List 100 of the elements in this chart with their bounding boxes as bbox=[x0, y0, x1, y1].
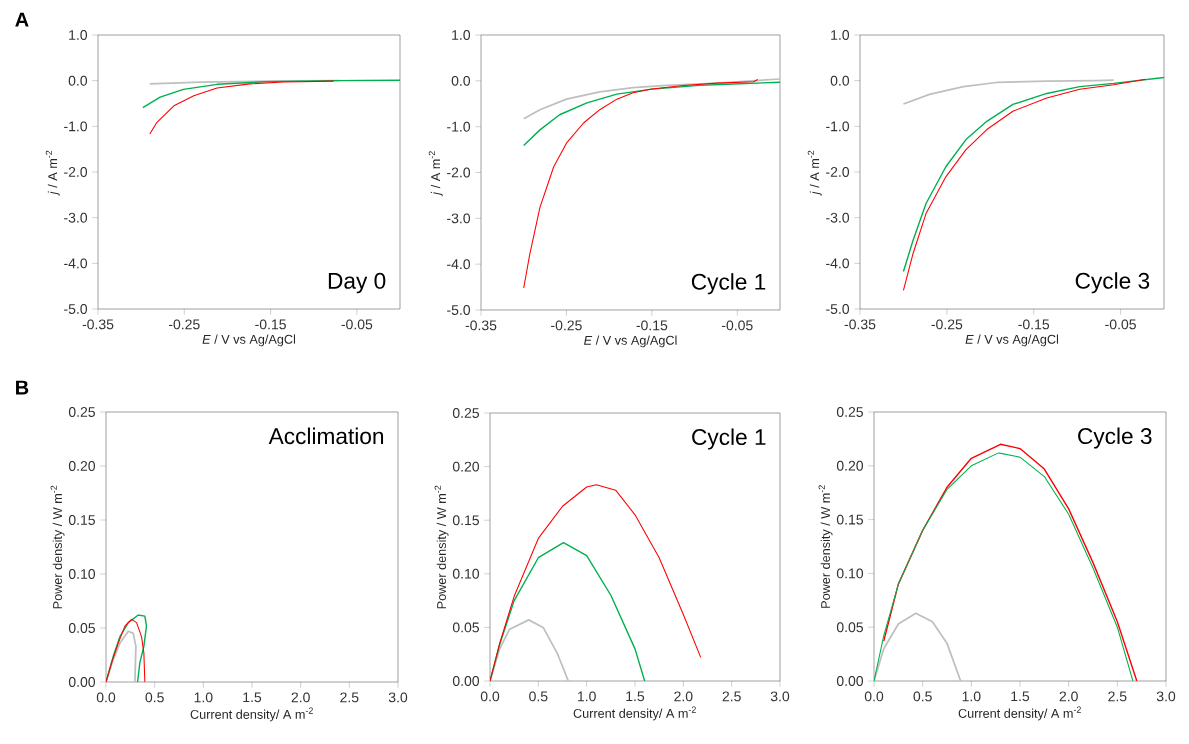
y-tick-label: 0.0 bbox=[68, 75, 88, 86]
line-series bbox=[523, 81, 780, 147]
line-series bbox=[874, 612, 962, 681]
line-series bbox=[490, 484, 702, 681]
y-tick-label: -3.0 bbox=[826, 212, 850, 223]
line-series bbox=[490, 619, 570, 681]
line-series bbox=[149, 80, 335, 135]
line-series bbox=[902, 79, 1115, 105]
x-axis-title: Current density/ A m$^{-2}$ bbox=[958, 706, 1081, 721]
y-tick-label: 0.10 bbox=[836, 568, 864, 579]
text: Cycle 3 bbox=[1078, 427, 1152, 449]
x-tick-label: 1.5 bbox=[1011, 691, 1030, 702]
y-tick-label: -1.0 bbox=[64, 121, 88, 132]
y-tick-label: 0.00 bbox=[836, 676, 864, 686]
x-axis-title: E / V vs Ag/AgCl bbox=[965, 334, 1059, 347]
y-tick-label: 0.05 bbox=[836, 622, 864, 633]
x-tick-label: 2.5 bbox=[340, 692, 359, 703]
y-tick-label: -3.0 bbox=[64, 212, 88, 223]
x-tick-label: 2.0 bbox=[291, 692, 310, 703]
text: Cycle 1 bbox=[691, 273, 766, 295]
y-tick-label: -2.0 bbox=[826, 167, 850, 177]
x-tick-label: -0.15 bbox=[636, 320, 668, 331]
y-tick-label: 1.0 bbox=[831, 30, 850, 40]
y-tick-label: -5.0 bbox=[447, 305, 471, 315]
y-tick-label: 0.00 bbox=[68, 677, 96, 687]
y-tick-label: -2.0 bbox=[447, 167, 471, 178]
x-tick-label: -0.35 bbox=[82, 319, 114, 330]
x-tick-label: -0.15 bbox=[1018, 319, 1050, 330]
x-tick-label: 2.0 bbox=[674, 691, 693, 702]
x-tick-label: 0.5 bbox=[529, 691, 548, 702]
line-series bbox=[522, 78, 780, 120]
y-tick-label: 1.0 bbox=[452, 30, 471, 40]
x-tick-label: -0.25 bbox=[931, 319, 963, 330]
text: Day 0 bbox=[328, 272, 386, 294]
y-tick-label: -1.0 bbox=[826, 121, 850, 132]
y-tick-label: -5.0 bbox=[64, 304, 88, 314]
x-tick-label: -0.05 bbox=[341, 319, 373, 330]
y-tick-label: -4.0 bbox=[447, 259, 471, 270]
y-tick-label: -4.0 bbox=[64, 258, 88, 269]
y-tick-label: 0.05 bbox=[68, 623, 96, 633]
y-tick-label: -2.0 bbox=[64, 167, 88, 177]
text: Cycle 3 bbox=[1075, 272, 1150, 294]
x-tick-label: 1.0 bbox=[578, 691, 596, 702]
y-axis-title: j / A m$^{-2}$ bbox=[428, 151, 443, 197]
y-axis-title: Power density / W m$^{-2}$ bbox=[818, 485, 833, 608]
y-tick-label: -5.0 bbox=[826, 304, 850, 314]
x-tick-label: -0.05 bbox=[721, 320, 753, 331]
line-series bbox=[902, 76, 1165, 273]
x-tick-label: 0.0 bbox=[480, 691, 500, 702]
y-tick-label: 0.15 bbox=[452, 515, 480, 526]
y-axis-title: Power density / W m$^{-2}$ bbox=[434, 485, 449, 609]
y-tick-label: 0.25 bbox=[452, 408, 480, 418]
y-axis-title: Power density / W m$^{-2}$ bbox=[50, 485, 65, 609]
y-tick-label: 0.15 bbox=[68, 515, 96, 525]
x-tick-label: 3.0 bbox=[770, 691, 790, 702]
x-tick-label: 1.0 bbox=[962, 691, 981, 702]
y-tick-label: 0.0 bbox=[451, 75, 471, 86]
line-series bbox=[142, 79, 401, 109]
y-tick-label: -1.0 bbox=[447, 121, 471, 132]
y-tick-label: 0.10 bbox=[452, 568, 480, 579]
x-axis-title: Current density/ A m$^{-2}$ bbox=[190, 707, 313, 722]
x-tick-label: -0.35 bbox=[844, 319, 876, 330]
y-tick-label: 0.10 bbox=[68, 569, 96, 579]
text: Cycle 1 bbox=[692, 428, 766, 450]
x-tick-label: 0.0 bbox=[96, 692, 116, 703]
x-tick-label: -0.35 bbox=[465, 320, 497, 331]
x-tick-label: 3.0 bbox=[1156, 691, 1176, 702]
x-axis-title: Current density/ A m$^{-2}$ bbox=[573, 706, 696, 721]
x-tick-label: 2.0 bbox=[1059, 691, 1078, 702]
x-tick-label: -0.25 bbox=[168, 319, 200, 330]
y-tick-label: 0.0 bbox=[830, 75, 850, 86]
y-tick-label: -4.0 bbox=[826, 258, 850, 269]
x-axis-title: E / V vs Ag/AgCl bbox=[584, 335, 677, 348]
x-axis-title: E / V vs Ag/AgCl bbox=[202, 334, 296, 347]
x-tick-label: 0.0 bbox=[864, 691, 884, 702]
x-tick-label: 0.5 bbox=[145, 692, 164, 703]
text: Acclimation bbox=[268, 427, 384, 445]
y-axis-title: j / A m$^{-2}$ bbox=[807, 150, 822, 196]
y-tick-label: 0.15 bbox=[836, 514, 864, 525]
y-tick-label: 0.25 bbox=[68, 407, 96, 417]
x-tick-label: 3.0 bbox=[388, 692, 408, 703]
y-tick-label: 0.00 bbox=[452, 676, 480, 686]
x-tick-label: 1.5 bbox=[243, 692, 262, 703]
y-tick-label: -3.0 bbox=[447, 213, 471, 224]
x-tick-label: -0.05 bbox=[1105, 319, 1136, 330]
x-tick-label: 2.5 bbox=[1108, 691, 1127, 702]
y-tick-label: 0.25 bbox=[836, 407, 864, 417]
y-tick-label: 0.20 bbox=[836, 460, 864, 471]
line-series bbox=[106, 630, 137, 682]
y-tick-label: 0.20 bbox=[68, 461, 96, 471]
y-tick-label: 0.05 bbox=[452, 622, 480, 633]
x-tick-label: 0.5 bbox=[913, 691, 932, 702]
x-tick-label: -0.25 bbox=[551, 320, 582, 331]
y-tick-label: 0.20 bbox=[452, 461, 480, 472]
x-tick-label: 2.5 bbox=[722, 691, 741, 702]
y-axis-title: j / A m$^{-2}$ bbox=[45, 150, 60, 196]
text: A bbox=[15, 12, 29, 27]
text: B bbox=[16, 380, 29, 395]
x-tick-label: 1.5 bbox=[626, 691, 645, 702]
x-tick-label: -0.15 bbox=[255, 319, 286, 330]
